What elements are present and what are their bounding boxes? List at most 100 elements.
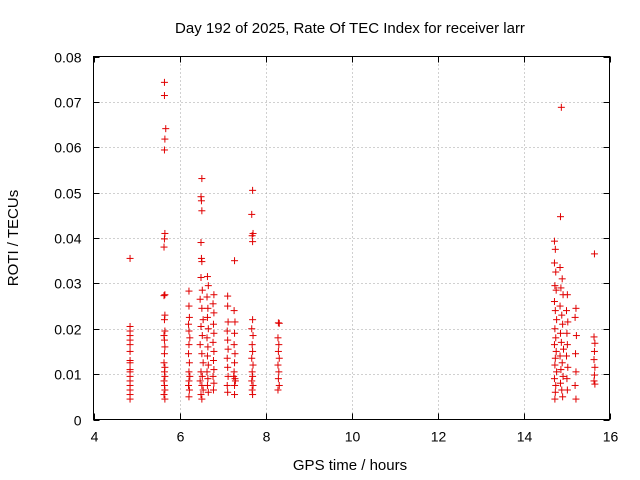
data-point [199, 359, 207, 367]
chart-title: Day 192 of 2025, Rate Of TEC Index for r… [175, 20, 525, 37]
data-point [185, 320, 193, 328]
y-tick-labels: 0 0.01 0.02 0.03 0.04 0.05 0.06 0.07 0.08 [54, 50, 81, 429]
data-point [572, 332, 580, 340]
data-point [197, 322, 205, 330]
data-point [209, 372, 217, 380]
x-tick-label: 16 [603, 429, 619, 445]
data-point [563, 329, 571, 337]
data-point [223, 381, 231, 389]
data-point [563, 307, 570, 315]
data-point [160, 316, 168, 324]
data-point [591, 339, 599, 347]
data-point [224, 388, 232, 396]
data-point [274, 386, 282, 394]
data-point [248, 354, 256, 362]
data-point [160, 243, 168, 251]
data-point [564, 363, 572, 371]
data-point [197, 391, 205, 399]
data-point [185, 359, 193, 367]
data-point [563, 291, 571, 299]
data-point [557, 103, 565, 111]
data-point [248, 341, 256, 349]
data-point [230, 372, 238, 380]
data-point [563, 386, 571, 394]
data-point [556, 302, 564, 310]
data-point [203, 334, 211, 342]
data-point [551, 354, 559, 362]
data-point [198, 207, 206, 215]
data-point [551, 245, 559, 253]
data-point [160, 350, 168, 358]
x-tick-label: 6 [177, 429, 185, 445]
data-point [274, 361, 282, 369]
plot-frame [93, 56, 610, 420]
data-point [553, 316, 561, 324]
data-point [249, 332, 257, 340]
data-point [204, 388, 212, 396]
data-point [571, 381, 579, 389]
data-point [196, 377, 204, 385]
data-point [126, 359, 134, 367]
data-point [550, 341, 558, 349]
data-point [161, 343, 169, 351]
data-point [563, 375, 571, 383]
data-point [204, 304, 212, 312]
x-tick-label: 8 [263, 429, 271, 445]
data-point [249, 347, 257, 355]
data-point [551, 307, 559, 315]
data-point [204, 282, 212, 290]
data-point [231, 377, 239, 385]
data-point [185, 327, 193, 335]
data-point [210, 379, 218, 387]
data-point [248, 232, 256, 240]
data-point [185, 350, 193, 358]
data-point [126, 341, 134, 349]
data-point [590, 371, 598, 379]
x-axis-label: GPS time / hours [293, 457, 407, 474]
y-tick-label: 0.04 [54, 231, 81, 247]
data-point [185, 368, 193, 376]
data-point [552, 334, 560, 342]
data-point [161, 291, 169, 299]
data-point [591, 363, 599, 371]
data-point [551, 282, 559, 290]
data-point [553, 368, 561, 376]
data-point [224, 345, 232, 353]
data-point [552, 286, 560, 294]
data-point [590, 347, 598, 355]
data-point [230, 341, 238, 349]
data-point [248, 325, 256, 333]
data-point [249, 361, 257, 369]
data-point [249, 238, 257, 246]
data-point [564, 318, 572, 326]
data-point [550, 259, 558, 267]
data-point [224, 292, 232, 300]
data-point [162, 125, 170, 133]
data-point [572, 368, 580, 376]
grid-lines [93, 56, 610, 420]
data-point [550, 237, 558, 245]
data-point [198, 304, 206, 312]
data-point [550, 375, 558, 383]
data-point [556, 329, 564, 337]
data-point [590, 356, 598, 364]
data-point [274, 347, 282, 355]
y-tick-label: 0.06 [54, 140, 81, 156]
data-point [197, 239, 205, 247]
y-tick-label: 0.05 [54, 186, 81, 202]
y-axis-label: ROTI / TECUs [5, 190, 22, 286]
data-point [160, 146, 168, 154]
data-point [204, 325, 212, 333]
data-point [224, 336, 232, 344]
data-point [558, 359, 566, 367]
data-point [185, 393, 193, 401]
data-point [198, 286, 206, 294]
data-point [186, 372, 194, 380]
data-point [203, 273, 211, 281]
data-point [185, 313, 193, 321]
data-point [249, 391, 257, 399]
y-tick-label: 0.01 [54, 367, 81, 383]
data-point [209, 357, 217, 365]
data-point [223, 354, 231, 362]
